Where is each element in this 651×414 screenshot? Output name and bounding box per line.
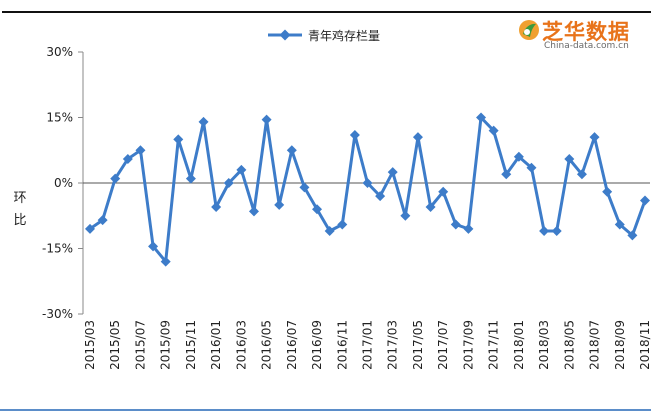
data-point [135, 145, 146, 156]
data-point [564, 153, 575, 164]
data-point [513, 151, 524, 162]
data-point [551, 226, 562, 237]
data-point [312, 204, 323, 215]
data-point [488, 125, 499, 136]
china-data-logo: 芝华数据 China-data.com.cn [518, 14, 648, 54]
data-point [97, 215, 108, 226]
series-points [85, 112, 650, 267]
x-tick-label: 2016/03 [234, 320, 248, 370]
data-point [539, 226, 550, 237]
data-point [640, 195, 650, 206]
data-point [261, 114, 272, 125]
y-tick-label: 0% [54, 176, 73, 190]
x-tick-label: 2017/07 [436, 320, 450, 370]
data-point [476, 112, 487, 123]
legend: 青年鸡存栏量 [268, 28, 380, 43]
data-point [85, 223, 95, 234]
data-point [400, 210, 411, 221]
data-point [248, 206, 259, 217]
data-point [324, 226, 335, 237]
data-point [450, 219, 461, 230]
y-axis: 30% 15% 0% -15% -30% [42, 45, 83, 321]
data-point [173, 134, 184, 145]
x-tick-label: 2017/05 [411, 320, 425, 370]
data-point [185, 173, 196, 184]
y-tick-label: 15% [46, 111, 73, 125]
series-line [89, 116, 647, 264]
x-tick-label: 2016/11 [335, 320, 349, 370]
legend-diamond-marker [279, 29, 291, 41]
data-point [412, 132, 423, 143]
data-point [148, 241, 159, 252]
y-tick-label: -30% [42, 307, 73, 321]
x-tick-label: 2015/11 [184, 320, 198, 370]
data-point [375, 191, 386, 202]
x-tick-label: 2017/01 [361, 320, 375, 370]
data-point [576, 169, 587, 180]
data-point [463, 223, 474, 234]
x-tick-label: 2018/01 [512, 320, 526, 370]
x-tick-label: 2016/09 [310, 320, 324, 370]
data-point [198, 116, 209, 127]
data-point [387, 167, 398, 178]
data-point [286, 145, 297, 156]
data-point [160, 256, 171, 267]
data-point [349, 129, 360, 140]
data-point [122, 153, 133, 164]
y-axis-label-char-1: 环 [13, 191, 26, 206]
data-point [589, 132, 600, 143]
data-point [223, 178, 234, 188]
x-tick-label: 2017/11 [487, 320, 501, 370]
data-point [438, 186, 449, 197]
data-point [236, 164, 247, 175]
x-tick-label: 2015/05 [108, 320, 122, 370]
data-point [274, 199, 285, 210]
data-point [501, 169, 512, 180]
data-point [211, 202, 222, 213]
y-tick-label: 30% [46, 45, 73, 59]
x-tick-label: 2018/03 [537, 320, 551, 370]
x-tick-label: 2016/07 [285, 320, 299, 370]
x-tick-label: 2016/01 [209, 320, 223, 370]
data-point [362, 178, 373, 188]
x-tick-label: 2018/09 [613, 320, 627, 370]
data-point [299, 182, 310, 193]
x-tick-label: 2017/09 [461, 320, 475, 370]
x-tick-label: 2017/03 [386, 320, 400, 370]
x-tick-label: 2018/05 [562, 320, 576, 370]
data-point [110, 173, 121, 184]
logo-text-cn: 芝华数据 [542, 20, 630, 44]
data-point [602, 186, 613, 197]
logo-text-en: China-data.com.cn [544, 41, 629, 51]
data-point [627, 230, 638, 241]
data-point [526, 162, 537, 173]
data-point [425, 202, 436, 213]
x-tick-label: 2015/07 [133, 320, 147, 370]
x-axis: 2015/03 2015/05 2015/07 2015/09 2015/11 2016/… [83, 320, 651, 370]
data-point [337, 219, 348, 230]
x-tick-label: 2015/03 [83, 320, 97, 370]
data-point [614, 219, 625, 230]
y-axis-label-char-2: 比 [13, 213, 26, 228]
logo-mark-icon [519, 20, 539, 40]
legend-label: 青年鸡存栏量 [308, 28, 380, 43]
y-tick-label: -15% [42, 242, 73, 256]
x-tick-label: 2018/11 [638, 320, 651, 370]
x-tick-label: 2016/05 [260, 320, 274, 370]
x-tick-label: 2015/09 [159, 320, 173, 370]
x-tick-label: 2018/07 [588, 320, 602, 370]
